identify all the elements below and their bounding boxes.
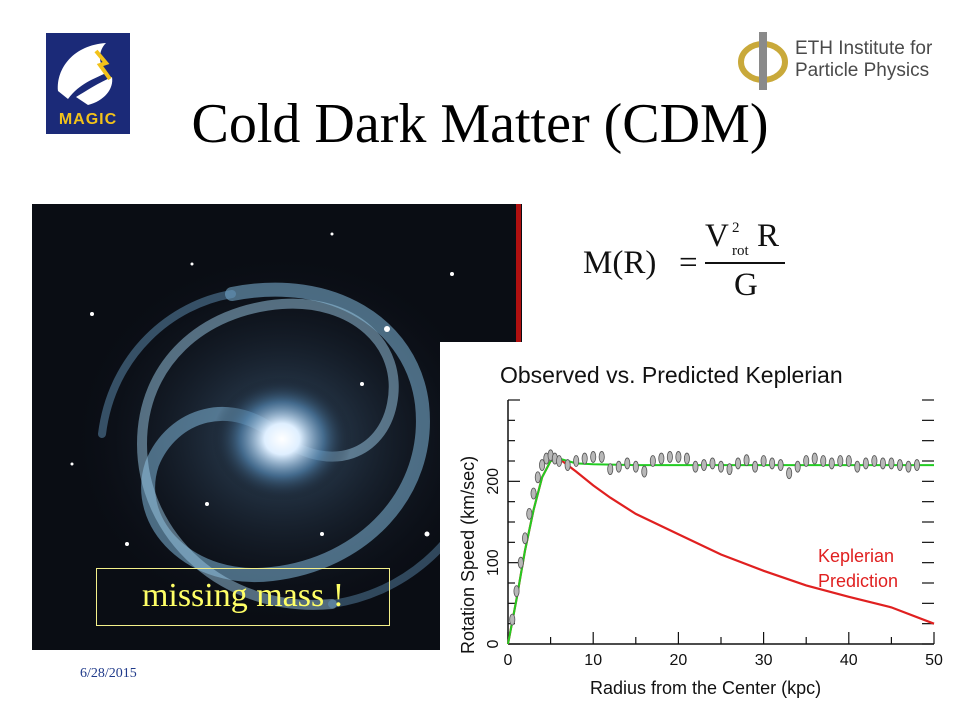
observed-point xyxy=(675,451,682,463)
observed-point xyxy=(573,455,580,467)
observed-point xyxy=(709,457,716,470)
galaxy-image xyxy=(32,204,522,650)
slide-title: Cold Dark Matter (CDM) xyxy=(191,93,769,155)
observed-point xyxy=(641,465,648,478)
observed-point xyxy=(517,556,524,569)
observed-point xyxy=(769,457,776,470)
formula-v: V xyxy=(705,218,729,254)
observed-point xyxy=(743,454,750,467)
observed-point xyxy=(556,455,563,467)
y-tick-label: 100 xyxy=(485,549,502,576)
observed-point xyxy=(539,459,546,471)
x-tick-label: 40 xyxy=(840,652,858,669)
magic-emblem-icon xyxy=(57,43,113,105)
observed-point xyxy=(879,457,886,470)
eth-line-2: Particle Physics xyxy=(795,60,930,81)
eth-line-1: ETH Institute for xyxy=(795,38,933,59)
formula-superscript: 2 xyxy=(732,220,740,236)
keplerian-annotation-line2: Prediction xyxy=(818,571,898,591)
formula-equals: = xyxy=(679,245,698,281)
phi-symbol-icon xyxy=(738,32,788,90)
y-axis-label: Rotation Speed (km/sec) xyxy=(458,456,478,654)
image-edge xyxy=(516,204,521,344)
x-axis-label: Radius from the Center (kpc) xyxy=(590,678,821,698)
observed-point xyxy=(717,460,724,473)
formula-r: R xyxy=(757,218,780,254)
keplerian-annotation-line1: Keplerian xyxy=(818,546,894,566)
observed-point xyxy=(683,452,690,465)
eth-logo-text: ETH Institute for Particle Physics xyxy=(795,38,932,82)
fraction-bar xyxy=(705,262,785,264)
magic-logo: MAGIC xyxy=(46,33,130,134)
observed-point xyxy=(760,455,767,467)
observed-point xyxy=(658,452,665,465)
formula-lhs: M(R) xyxy=(583,245,657,281)
observed-point xyxy=(666,451,673,463)
y-tick-label: 200 xyxy=(485,468,502,495)
observed-point xyxy=(803,455,810,467)
observed-point xyxy=(632,460,639,473)
magic-logo-text: MAGIC xyxy=(58,111,118,128)
observed-point xyxy=(811,452,818,465)
observed-point xyxy=(752,460,759,473)
x-tick-label: 10 xyxy=(584,652,602,669)
observed-point xyxy=(845,455,852,467)
observed-point xyxy=(522,532,529,545)
observed-point xyxy=(726,463,733,476)
mass-formula: M(R) = V 2 rot R G xyxy=(583,218,803,308)
x-tick-label: 0 xyxy=(504,652,513,669)
observed-point xyxy=(854,460,861,473)
observed-point xyxy=(581,452,588,465)
observed-point xyxy=(905,460,912,473)
observed-point xyxy=(777,459,784,471)
observed-point xyxy=(786,467,793,480)
x-tick-label: 20 xyxy=(670,652,688,669)
observed-point xyxy=(888,457,895,470)
observed-point xyxy=(828,457,835,470)
observed-point xyxy=(649,455,656,467)
formula-denominator: G xyxy=(734,267,758,303)
rotation-curve-chart: Observed vs. Predicted Keplerian 0 10 20 30… xyxy=(440,342,960,720)
observed-points xyxy=(509,449,920,626)
observed-point xyxy=(735,457,742,470)
observed-point xyxy=(598,451,605,463)
chart-title: Observed vs. Predicted Keplerian xyxy=(500,362,843,388)
observed-point xyxy=(564,459,571,471)
observed-point xyxy=(624,457,631,470)
missing-mass-label: missing mass ! xyxy=(141,577,345,614)
missing-mass-box: missing mass ! xyxy=(96,568,390,626)
observed-point xyxy=(607,463,614,476)
observed-point xyxy=(513,585,520,598)
x-tick-label: 30 xyxy=(755,652,773,669)
observed-point xyxy=(896,459,903,471)
observed-point xyxy=(509,613,516,626)
observed-point xyxy=(862,457,869,470)
chart-axes: 0 10 20 30 40 50 0 100 200 xyxy=(485,399,943,669)
eth-logo: ETH Institute for Particle Physics xyxy=(733,30,933,92)
observed-point xyxy=(871,455,878,467)
observed-point xyxy=(820,455,827,467)
observed-point xyxy=(590,451,597,463)
observed-point xyxy=(913,459,920,471)
slide-date: 6/28/2015 xyxy=(80,666,137,681)
observed-point xyxy=(534,471,541,484)
formula-subscript: rot xyxy=(732,243,749,259)
observed-point xyxy=(837,455,844,467)
observed-point xyxy=(530,487,537,500)
x-tick-label: 50 xyxy=(925,652,943,669)
observed-point xyxy=(700,459,707,471)
observed-point xyxy=(615,460,622,473)
observed-point xyxy=(794,460,801,473)
y-tick-label: 0 xyxy=(485,639,502,648)
observed-point xyxy=(692,460,699,473)
observed-point xyxy=(526,507,533,520)
